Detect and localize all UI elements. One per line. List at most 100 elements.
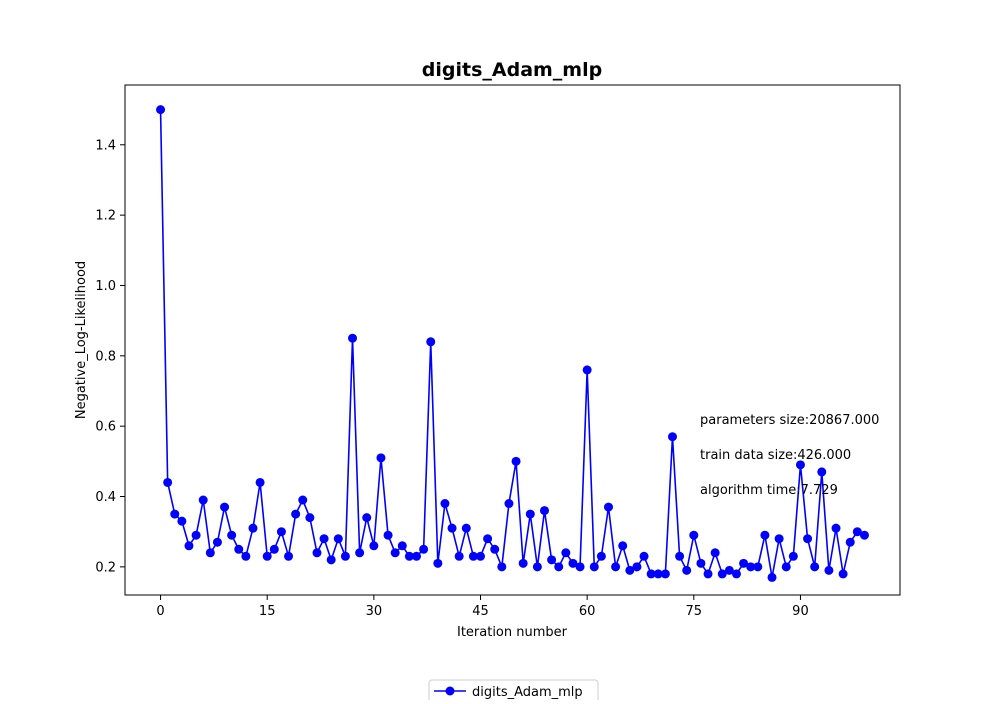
data-point — [419, 544, 429, 554]
data-point — [675, 551, 685, 561]
data-point — [682, 565, 692, 575]
data-point — [348, 333, 358, 343]
data-point — [362, 513, 372, 523]
data-point — [412, 551, 422, 561]
data-point — [568, 558, 578, 568]
x-tick-label: 75 — [686, 604, 703, 619]
data-point — [646, 569, 656, 579]
data-point — [618, 541, 628, 551]
data-point — [589, 562, 599, 572]
data-point — [611, 562, 621, 572]
data-point — [255, 477, 265, 487]
data-point — [468, 551, 478, 561]
data-point — [340, 551, 350, 561]
data-point — [625, 565, 635, 575]
data-point — [760, 530, 770, 540]
data-point — [227, 530, 237, 540]
y-tick-label: 0.8 — [95, 349, 116, 364]
y-axis-label: Negative_Log-Likelihood — [74, 261, 89, 419]
data-point — [170, 509, 180, 519]
y-tick-label: 1.0 — [95, 279, 116, 294]
data-point — [440, 499, 450, 509]
data-point — [660, 569, 670, 579]
data-point — [824, 565, 834, 575]
data-point — [540, 506, 549, 516]
data-point — [326, 555, 336, 565]
data-point — [447, 523, 457, 533]
annotation-parameters-size: parameters size:20867.000 — [700, 413, 879, 428]
x-tick-label: 30 — [366, 604, 383, 619]
data-point — [532, 562, 542, 572]
data-point — [298, 495, 308, 505]
data-point — [220, 502, 230, 512]
data-point — [717, 569, 727, 579]
data-point — [603, 502, 613, 512]
data-point — [404, 551, 414, 561]
annotation-train-data-size: train data size:426.000 — [700, 448, 851, 463]
data-point — [788, 551, 798, 561]
x-tick-label: 15 — [259, 604, 276, 619]
series-line — [159, 109, 865, 579]
data-point — [504, 499, 514, 509]
data-point — [177, 516, 187, 526]
data-point — [518, 558, 528, 568]
data-point — [632, 562, 642, 572]
data-point — [383, 530, 393, 540]
x-tick-label: 90 — [792, 604, 809, 619]
data-point — [248, 523, 258, 533]
data-point — [525, 509, 535, 519]
y-tick-label: 1.4 — [95, 138, 116, 153]
data-point — [703, 569, 713, 579]
plot-area — [156, 105, 869, 582]
data-point — [291, 509, 301, 519]
data-point — [511, 456, 521, 466]
data-point — [838, 569, 848, 579]
legend: digits_Adam_mlp — [428, 679, 599, 704]
data-point — [269, 544, 279, 554]
data-point — [355, 548, 365, 558]
data-point — [305, 513, 315, 523]
data-point — [184, 541, 194, 551]
data-point — [852, 527, 862, 537]
y-tick-label: 0.4 — [95, 490, 116, 505]
data-point — [810, 562, 820, 572]
data-point — [845, 537, 855, 547]
data-point — [454, 551, 464, 561]
data-point — [163, 477, 173, 487]
data-point — [667, 432, 677, 442]
legend-entry-label: digits_Adam_mlp — [472, 685, 583, 700]
data-point — [497, 562, 507, 572]
plot-frame — [124, 84, 901, 596]
data-point — [575, 562, 585, 572]
data-point — [859, 530, 869, 540]
data-point — [312, 548, 322, 558]
data-point — [262, 551, 272, 561]
y-tick-label: 0.6 — [95, 420, 116, 435]
x-tick-label: 0 — [156, 604, 164, 619]
data-point — [803, 534, 813, 544]
data-point — [739, 558, 749, 568]
data-point — [781, 562, 791, 572]
x-axis-label: Iteration number — [457, 625, 568, 640]
data-point — [333, 534, 343, 544]
data-point — [461, 523, 471, 533]
x-tick-label: 60 — [579, 604, 596, 619]
data-point — [561, 548, 571, 558]
data-point — [476, 551, 485, 561]
data-point — [724, 565, 734, 575]
chart-title: digits_Adam_mlp — [422, 59, 602, 81]
data-point — [639, 551, 649, 561]
data-point — [696, 558, 706, 568]
data-point — [284, 551, 294, 561]
data-point — [653, 569, 663, 579]
data-point — [753, 562, 763, 572]
data-point — [241, 551, 251, 561]
x-axis-ticks: 0 15 30 45 60 75 90 — [156, 595, 809, 619]
y-tick-label: 0.2 — [95, 560, 116, 575]
annotation-algorithm-time: algorithm time:7.729 — [700, 483, 838, 498]
data-point — [746, 562, 756, 572]
data-point — [795, 460, 805, 470]
data-point — [234, 544, 244, 554]
